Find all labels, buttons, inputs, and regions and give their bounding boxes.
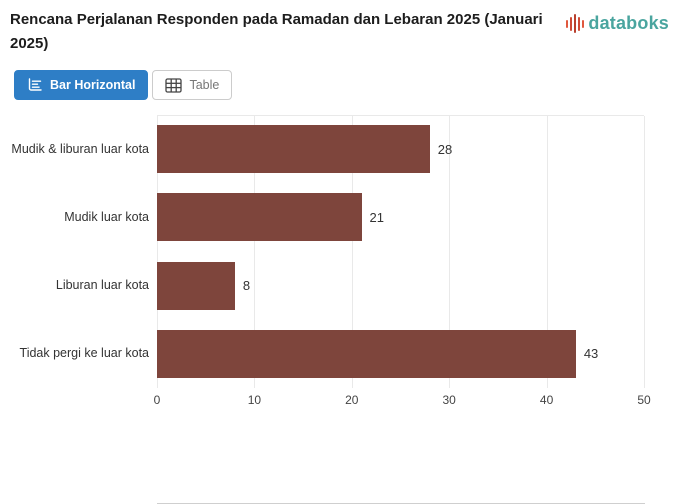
bar-track: 8 — [157, 261, 644, 310]
value-label: 21 — [369, 209, 384, 225]
table-button-label: Table — [189, 78, 220, 92]
category-label: Liburan luar kota — [55, 278, 149, 293]
bar[interactable] — [157, 125, 430, 174]
chart-type-toolbar: Bar Horizontal Table — [14, 70, 233, 100]
gridline — [546, 116, 548, 388]
gridline — [644, 116, 645, 388]
bar-horizontal-button-label: Bar Horizontal — [50, 78, 136, 92]
bar[interactable] — [157, 193, 362, 242]
bar-track: 43 — [157, 329, 644, 378]
bar[interactable] — [157, 261, 235, 310]
bar-track: 28 — [157, 125, 644, 174]
bar-row: Liburan luar kota 8 — [0, 252, 681, 320]
gridline — [254, 116, 256, 388]
page-title: Rencana Perjalanan Responden pada Ramada… — [10, 11, 543, 52]
value-label: 43 — [583, 346, 599, 362]
table-button[interactable]: Table — [152, 70, 233, 100]
x-axis-tick: 20 — [345, 393, 359, 407]
value-label: 28 — [437, 141, 453, 157]
bar-row: Mudik luar kota 21 — [0, 183, 681, 251]
x-axis-tick: 40 — [539, 393, 554, 407]
bar-row: Mudik & liburan luar kota 28 — [0, 115, 681, 183]
gridline — [351, 116, 353, 388]
gridline — [449, 116, 451, 388]
databoks-logo-text: databoks — [588, 13, 669, 33]
bar-row: Tidak pergi ke luar kota 43 — [0, 320, 681, 388]
x-axis-tick: 50 — [637, 393, 651, 407]
x-axis-tick: 30 — [442, 393, 456, 407]
x-axis-tick: 0 — [153, 393, 161, 407]
table-icon — [165, 77, 183, 93]
category-label: Mudik & liburan luar kota — [11, 141, 149, 156]
databoks-logo: databoks — [565, 13, 669, 34]
bar-horizontal-icon — [27, 78, 43, 92]
bar[interactable] — [157, 329, 576, 378]
category-label: Mudik luar kota — [64, 209, 149, 224]
x-axis-tick: 10 — [247, 393, 262, 407]
gridline — [157, 116, 158, 388]
bar-rows: Mudik & liburan luar kota 28 Mudik luar … — [0, 115, 681, 388]
value-label: 8 — [242, 278, 251, 294]
databoks-bars-icon — [565, 14, 585, 34]
category-label: Tidak pergi ke luar kota — [19, 346, 149, 361]
bar-horizontal-button[interactable]: Bar Horizontal — [14, 70, 149, 100]
horizontal-bar-chart: 0 10 20 30 40 50 Mudik & liburan luar ko… — [0, 115, 681, 504]
bar-track: 21 — [157, 193, 644, 242]
